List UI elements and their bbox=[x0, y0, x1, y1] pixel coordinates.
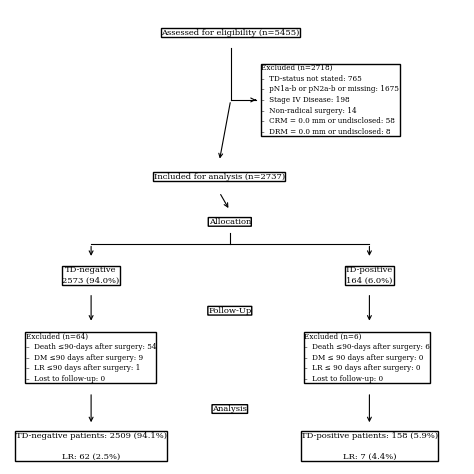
Text: TD-negative
2573 (94.0%): TD-negative 2573 (94.0%) bbox=[63, 266, 120, 285]
Text: Excluded (n=64)
–  Death ≤90-days after surgery: 54
–  DM ≤90 days after surgery: Excluded (n=64) – Death ≤90-days after s… bbox=[26, 332, 156, 383]
Text: TD-negative patients: 2509 (94.1%)

LR: 62 (2.5%): TD-negative patients: 2509 (94.1%) LR: 6… bbox=[16, 432, 166, 461]
Text: Excluded (n=2718)
–  TD-status not stated: 765
–  pN1a-b or pN2a-b or missing: 1: Excluded (n=2718) – TD-status not stated… bbox=[261, 64, 399, 136]
Text: Included for analysis (n=2737): Included for analysis (n=2737) bbox=[154, 173, 285, 181]
Text: Analysis: Analysis bbox=[212, 405, 247, 413]
Text: Assessed for eligibility (n=5455): Assessed for eligibility (n=5455) bbox=[162, 28, 300, 36]
Text: TD-positive
164 (6.0%): TD-positive 164 (6.0%) bbox=[345, 266, 393, 285]
Text: TD-positive patients: 158 (5.9%)

LR: 7 (4.4%): TD-positive patients: 158 (5.9%) LR: 7 (… bbox=[301, 432, 438, 461]
Text: Allocation: Allocation bbox=[209, 218, 251, 226]
Text: Excluded (n=6)
–  Death ≤90-days after surgery: 6
–  DM ≤ 90 days after surgery:: Excluded (n=6) – Death ≤90-days after su… bbox=[304, 332, 430, 383]
Text: Follow-Up: Follow-Up bbox=[208, 307, 251, 315]
